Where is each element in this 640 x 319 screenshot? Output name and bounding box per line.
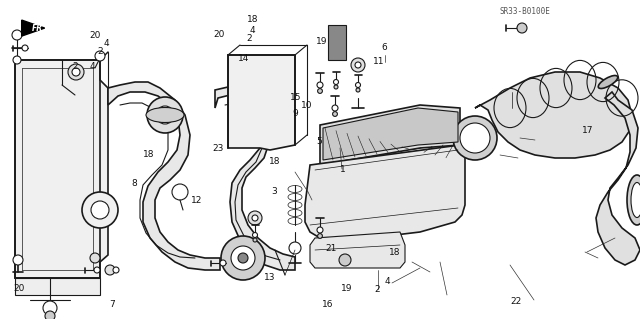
Polygon shape xyxy=(320,105,460,165)
Circle shape xyxy=(95,51,105,61)
Text: 23: 23 xyxy=(212,144,223,153)
Text: 2: 2 xyxy=(97,47,102,56)
Ellipse shape xyxy=(598,76,618,88)
Circle shape xyxy=(221,236,265,280)
Circle shape xyxy=(238,253,248,263)
Text: 18: 18 xyxy=(247,15,259,24)
Circle shape xyxy=(453,116,497,160)
Circle shape xyxy=(460,123,490,153)
Text: 12: 12 xyxy=(191,196,203,205)
Circle shape xyxy=(351,58,365,72)
Circle shape xyxy=(289,242,301,254)
Circle shape xyxy=(90,253,100,263)
Circle shape xyxy=(156,106,174,124)
Circle shape xyxy=(317,227,323,233)
Text: 7: 7 xyxy=(109,300,115,309)
Circle shape xyxy=(231,246,255,270)
Ellipse shape xyxy=(146,108,184,122)
Text: 13: 13 xyxy=(264,273,276,282)
Text: 16: 16 xyxy=(322,300,333,309)
Circle shape xyxy=(252,215,258,221)
Text: FR.: FR. xyxy=(32,24,46,33)
Circle shape xyxy=(317,82,323,88)
Circle shape xyxy=(94,267,100,273)
Text: 18: 18 xyxy=(389,248,401,256)
Circle shape xyxy=(253,233,257,238)
Text: 10: 10 xyxy=(301,101,313,110)
Text: 22: 22 xyxy=(510,297,522,306)
Circle shape xyxy=(517,23,527,33)
Text: 8: 8 xyxy=(132,179,137,188)
Polygon shape xyxy=(228,55,295,150)
Circle shape xyxy=(334,85,338,89)
Ellipse shape xyxy=(631,182,640,218)
Text: 18: 18 xyxy=(269,157,281,166)
Circle shape xyxy=(91,201,109,219)
Circle shape xyxy=(13,255,23,265)
Text: 6: 6 xyxy=(381,43,387,52)
Text: 17: 17 xyxy=(582,126,593,135)
Circle shape xyxy=(220,260,226,266)
Polygon shape xyxy=(15,278,100,295)
Text: 20: 20 xyxy=(13,284,25,293)
Circle shape xyxy=(517,24,525,32)
Circle shape xyxy=(253,238,257,242)
Text: 20: 20 xyxy=(89,31,100,40)
Polygon shape xyxy=(22,20,45,36)
Text: 2: 2 xyxy=(73,63,78,71)
Text: 4: 4 xyxy=(104,39,109,48)
Text: 18: 18 xyxy=(143,150,154,159)
Circle shape xyxy=(113,267,119,273)
Circle shape xyxy=(72,68,80,76)
Circle shape xyxy=(356,88,360,92)
Text: 11: 11 xyxy=(373,57,385,66)
Polygon shape xyxy=(475,72,632,158)
Circle shape xyxy=(22,45,28,51)
Text: 19: 19 xyxy=(316,37,327,46)
Text: 3: 3 xyxy=(271,187,276,196)
Text: 2: 2 xyxy=(375,285,380,294)
Polygon shape xyxy=(215,87,295,270)
Text: 15: 15 xyxy=(290,93,301,102)
Circle shape xyxy=(248,211,262,225)
Circle shape xyxy=(333,79,339,85)
Polygon shape xyxy=(108,82,220,270)
Circle shape xyxy=(355,62,361,68)
Text: 20: 20 xyxy=(213,30,225,39)
Circle shape xyxy=(43,301,57,315)
Text: 9: 9 xyxy=(293,109,298,118)
Circle shape xyxy=(45,311,55,319)
Circle shape xyxy=(13,56,21,64)
Text: 4: 4 xyxy=(250,26,255,35)
Circle shape xyxy=(317,234,323,238)
Text: 4: 4 xyxy=(90,63,95,71)
Text: 1: 1 xyxy=(340,165,345,174)
Polygon shape xyxy=(323,108,458,160)
Polygon shape xyxy=(310,232,405,268)
Circle shape xyxy=(333,112,337,116)
Bar xyxy=(328,25,346,60)
Text: 14: 14 xyxy=(237,54,249,63)
Circle shape xyxy=(12,30,22,40)
Polygon shape xyxy=(305,145,465,238)
Text: SR33-B0100E: SR33-B0100E xyxy=(499,7,550,16)
Circle shape xyxy=(105,265,115,275)
Text: 4: 4 xyxy=(385,277,390,286)
Text: 19: 19 xyxy=(340,284,352,293)
Ellipse shape xyxy=(627,175,640,225)
Text: 2: 2 xyxy=(247,34,252,43)
Circle shape xyxy=(339,254,351,266)
Polygon shape xyxy=(596,92,640,265)
Circle shape xyxy=(332,105,338,111)
Circle shape xyxy=(147,97,183,133)
Text: 5: 5 xyxy=(316,137,321,146)
Text: 21: 21 xyxy=(326,244,337,253)
Circle shape xyxy=(68,64,84,80)
Circle shape xyxy=(317,89,323,93)
Polygon shape xyxy=(15,60,108,278)
Circle shape xyxy=(172,184,188,200)
Circle shape xyxy=(82,192,118,228)
Circle shape xyxy=(355,83,360,87)
